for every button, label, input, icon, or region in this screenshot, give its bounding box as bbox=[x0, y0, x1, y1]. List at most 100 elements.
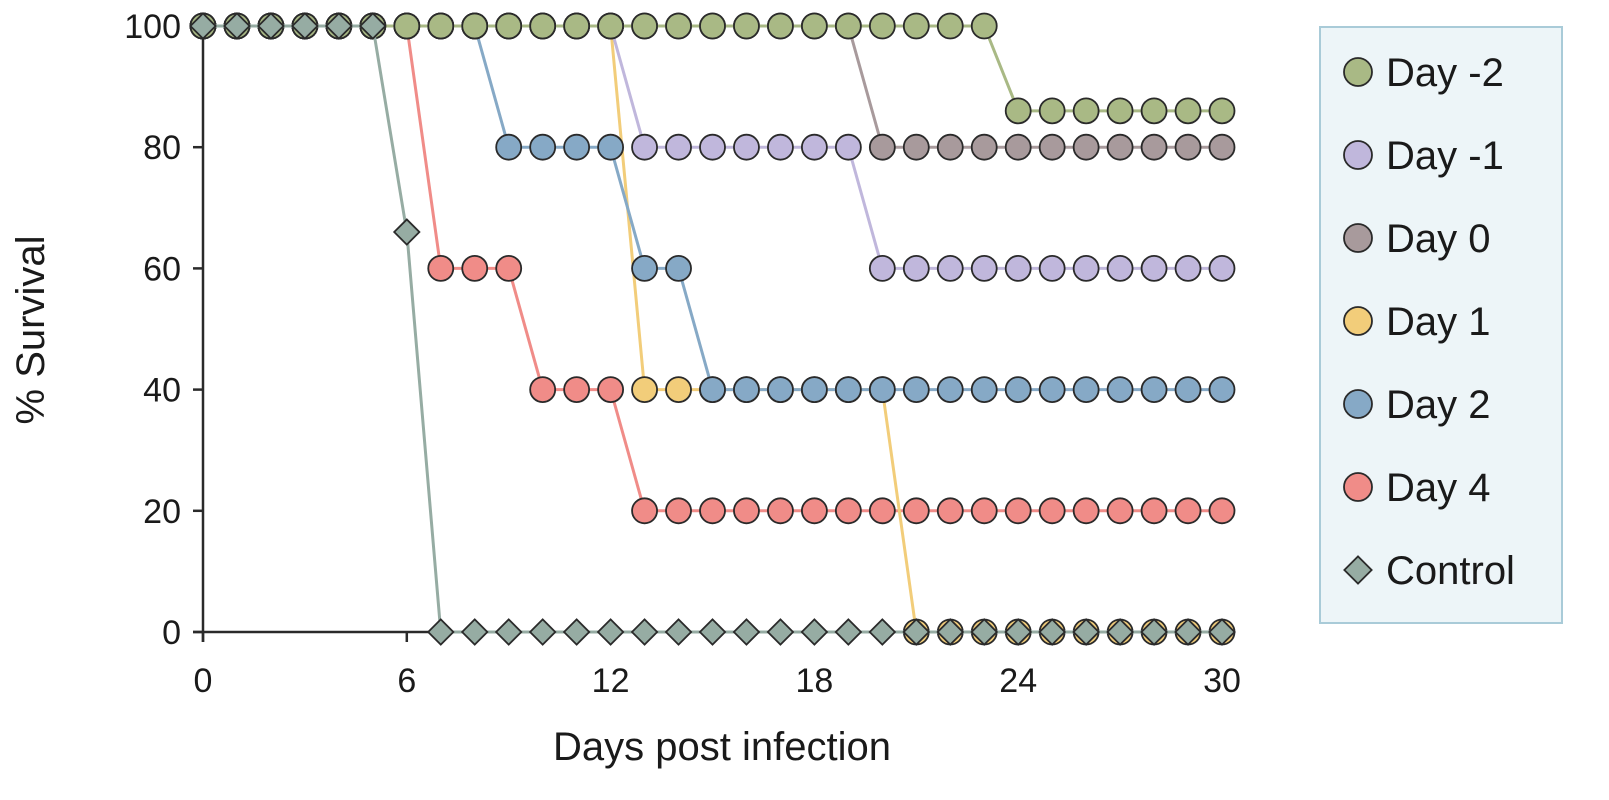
axes: 0 20 40 60 80 100 0 6 12 18 24 30 bbox=[124, 8, 1241, 700]
data-point bbox=[1106, 254, 1134, 282]
x-tick-label: 18 bbox=[795, 662, 833, 700]
data-point bbox=[1038, 376, 1066, 404]
data-point bbox=[733, 133, 760, 161]
data-point bbox=[766, 618, 795, 646]
data-point bbox=[1004, 254, 1032, 282]
legend-item-day-1: Day -1 bbox=[1343, 134, 1504, 178]
data-point bbox=[1038, 133, 1066, 161]
legend-label: Day -1 bbox=[1386, 134, 1504, 178]
data-point bbox=[358, 12, 387, 40]
data-point bbox=[902, 376, 930, 404]
data-point bbox=[801, 12, 828, 40]
data-point bbox=[970, 618, 999, 646]
data-point bbox=[834, 376, 862, 404]
data-point bbox=[902, 254, 930, 282]
data-point bbox=[699, 376, 726, 404]
data-point bbox=[868, 376, 896, 404]
y-tick-label: 20 bbox=[143, 493, 181, 531]
x-tick-label: 0 bbox=[194, 662, 213, 700]
data-point bbox=[291, 12, 319, 40]
data-point bbox=[563, 376, 591, 404]
data-point bbox=[1038, 97, 1066, 125]
data-point bbox=[936, 618, 965, 646]
data-point bbox=[1174, 497, 1202, 525]
data-point bbox=[970, 497, 998, 525]
data-point bbox=[834, 497, 862, 525]
y-tick-label: 60 bbox=[143, 250, 181, 288]
series-line bbox=[203, 24, 1222, 634]
data-point bbox=[767, 497, 794, 525]
data-point bbox=[529, 376, 557, 404]
legend-marker bbox=[1343, 57, 1373, 87]
x-tick-label: 12 bbox=[592, 662, 630, 700]
data-point bbox=[257, 12, 285, 40]
data-point bbox=[1038, 618, 1067, 646]
data-point bbox=[1208, 133, 1236, 161]
data-point bbox=[1004, 133, 1032, 161]
data-point bbox=[1004, 497, 1032, 525]
data-point bbox=[767, 133, 794, 161]
series-line bbox=[203, 24, 1222, 392]
data-point bbox=[495, 133, 523, 161]
data-point bbox=[664, 618, 693, 646]
data-point bbox=[665, 376, 692, 404]
legend-item-day-2: Day -2 bbox=[1343, 51, 1504, 95]
data-point bbox=[936, 497, 964, 525]
data-point bbox=[902, 497, 930, 525]
legend-item-day-2: Day 2 bbox=[1343, 383, 1491, 427]
legend-marker bbox=[1343, 472, 1373, 502]
data-point bbox=[1038, 254, 1066, 282]
data-point bbox=[1208, 97, 1236, 125]
data-point bbox=[1140, 618, 1168, 646]
data-point bbox=[393, 12, 421, 40]
data-point bbox=[631, 133, 658, 161]
data-point bbox=[699, 12, 726, 40]
data-point bbox=[597, 376, 624, 404]
data-point bbox=[426, 618, 455, 646]
data-point bbox=[1174, 254, 1202, 282]
data-point bbox=[970, 133, 998, 161]
data-point bbox=[733, 12, 760, 40]
data-point bbox=[936, 133, 964, 161]
data-point bbox=[223, 12, 251, 40]
data-point bbox=[1174, 133, 1202, 161]
data-point bbox=[631, 376, 658, 404]
data-point bbox=[665, 497, 692, 525]
data-point bbox=[427, 254, 455, 282]
series-day-2 bbox=[189, 12, 1236, 404]
legend-marker bbox=[1343, 140, 1373, 170]
data-point bbox=[528, 618, 557, 646]
data-point bbox=[494, 618, 523, 646]
data-point bbox=[868, 497, 896, 525]
data-point bbox=[631, 12, 658, 40]
data-point bbox=[1208, 254, 1236, 282]
data-point bbox=[699, 133, 726, 161]
data-point bbox=[801, 497, 828, 525]
data-point bbox=[461, 254, 489, 282]
legend-label: Day 4 bbox=[1386, 466, 1491, 510]
data-point bbox=[868, 133, 896, 161]
series-line bbox=[203, 24, 1222, 149]
x-axis-title: Days post infection bbox=[553, 725, 891, 769]
data-point bbox=[1072, 97, 1100, 125]
data-point bbox=[460, 618, 489, 646]
data-point bbox=[1140, 376, 1168, 404]
legend-label: Day 1 bbox=[1386, 300, 1491, 344]
data-point bbox=[665, 12, 692, 40]
data-point bbox=[495, 12, 523, 40]
data-point bbox=[597, 133, 624, 161]
y-tick-label: 40 bbox=[143, 372, 181, 410]
x-tick-label: 24 bbox=[999, 662, 1037, 700]
data-point bbox=[834, 618, 863, 646]
x-tick-label: 30 bbox=[1203, 662, 1241, 700]
data-point bbox=[936, 254, 964, 282]
legend-label: Control bbox=[1386, 549, 1515, 593]
data-point bbox=[1072, 618, 1101, 646]
data-point bbox=[1072, 376, 1100, 404]
data-point bbox=[529, 12, 557, 40]
y-tick-label: 0 bbox=[162, 614, 181, 652]
y-tick-label: 100 bbox=[124, 8, 181, 46]
legend-item-day-0: Day 0 bbox=[1343, 217, 1491, 261]
data-point bbox=[1174, 376, 1202, 404]
